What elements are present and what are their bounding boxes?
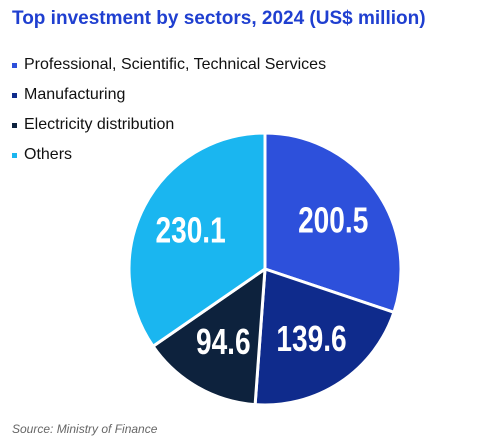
legend-item-others: Others (12, 140, 326, 170)
legend-item-manufacturing: Manufacturing (12, 80, 326, 110)
legend-item-electricity-distribution: Electricity distribution (12, 110, 326, 140)
chart-title: Top investment by sectors, 2024 (US$ mil… (12, 8, 426, 29)
legend-item-professional-services: Professional, Scientific, Technical Serv… (12, 50, 326, 80)
pie-slice-professional-services (263, 131, 403, 314)
legend-swatch-electricity-distribution (12, 122, 17, 128)
pie-slice-manufacturing (253, 267, 396, 407)
legend-swatch-others (12, 152, 17, 158)
chart-legend: Professional, Scientific, Technical Serv… (12, 50, 326, 170)
pie-slice-others (127, 131, 267, 348)
legend-label-manufacturing: Manufacturing (24, 86, 126, 103)
legend-label-professional-services: Professional, Scientific, Technical Serv… (24, 56, 327, 73)
legend-label-others: Others (24, 146, 73, 163)
legend-swatch-professional-services (12, 62, 17, 68)
legend-swatch-manufacturing (12, 92, 17, 98)
slice-label-others: 230.1 (155, 210, 225, 250)
slice-label-electricity-distribution: 94.6 (196, 322, 251, 362)
source-note: Source: Ministry of Finance (12, 422, 158, 436)
slice-label-professional-services: 200.5 (298, 200, 368, 240)
legend-label-electricity-distribution: Electricity distribution (24, 116, 175, 133)
pie-slice-electricity-distribution (151, 267, 267, 407)
slice-label-manufacturing: 139.6 (276, 319, 346, 359)
